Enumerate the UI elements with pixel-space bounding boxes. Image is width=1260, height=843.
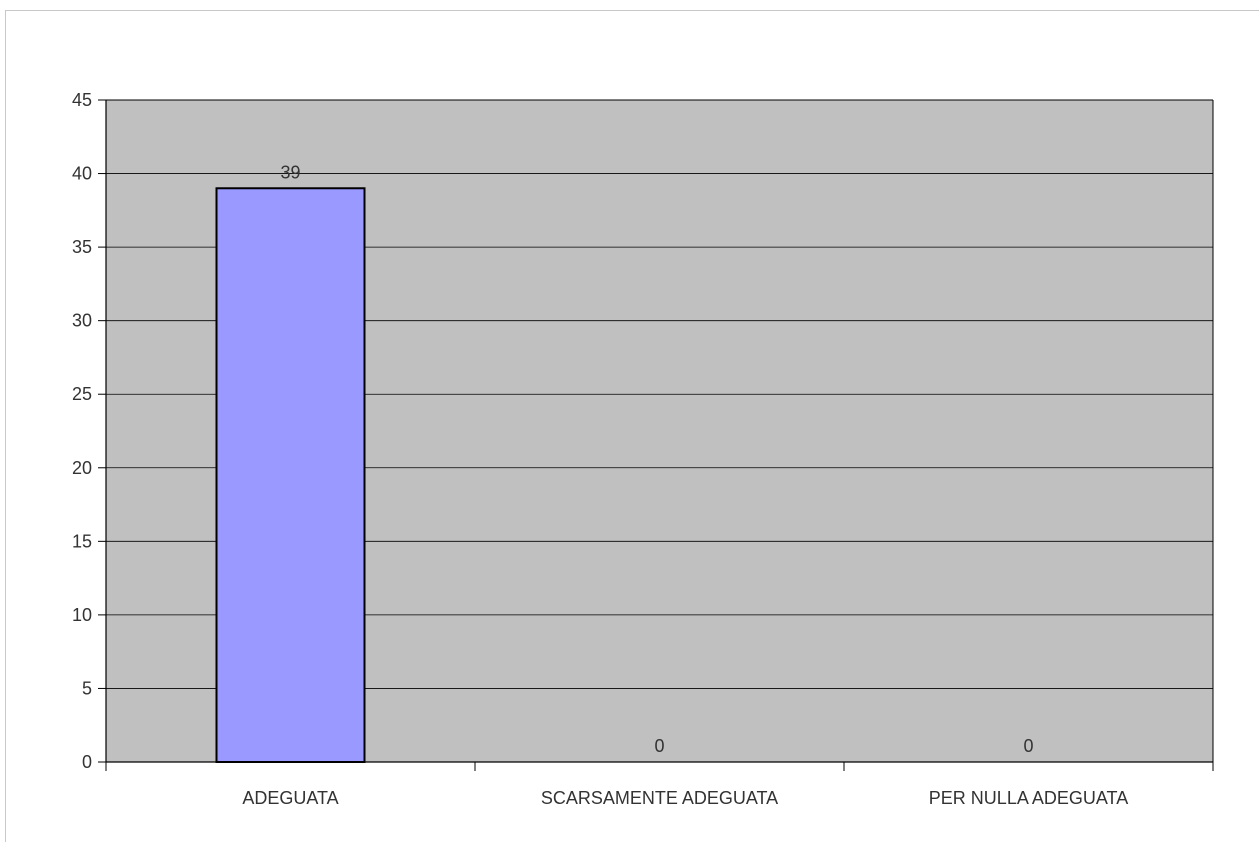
- x-category-label: SCARSAMENTE ADEGUATA: [541, 788, 778, 808]
- y-tick-label: 35: [72, 237, 92, 257]
- y-tick-label: 20: [72, 458, 92, 478]
- y-tick-label: 45: [72, 90, 92, 110]
- data-label-0: 39: [280, 162, 300, 182]
- chart-frame: [5, 10, 1259, 842]
- y-axis-ticks: 0 5 10 15 20 25 30 35 40 45: [72, 90, 106, 772]
- data-label-1: 0: [654, 736, 664, 756]
- y-tick-label: 5: [82, 678, 92, 698]
- y-tick-label: 15: [72, 531, 92, 551]
- y-tick-label: 0: [82, 752, 92, 772]
- axes: [105, 99, 1214, 763]
- y-tick-label: 10: [72, 605, 92, 625]
- data-labels: 39 0 0: [280, 162, 1033, 756]
- x-category-label: PER NULLA ADEGUATA: [929, 788, 1128, 808]
- y-tick-label: 30: [72, 311, 92, 331]
- data-label-2: 0: [1023, 736, 1033, 756]
- bars: [215, 187, 366, 763]
- y-tick-label: 25: [72, 384, 92, 404]
- x-axis-ticks: ADEGUATA SCARSAMENTE ADEGUATA PER NULLA AD…: [105, 762, 1214, 808]
- y-tick-label: 40: [72, 164, 92, 184]
- x-category-label: ADEGUATA: [242, 788, 338, 808]
- bar-0: [215, 187, 366, 763]
